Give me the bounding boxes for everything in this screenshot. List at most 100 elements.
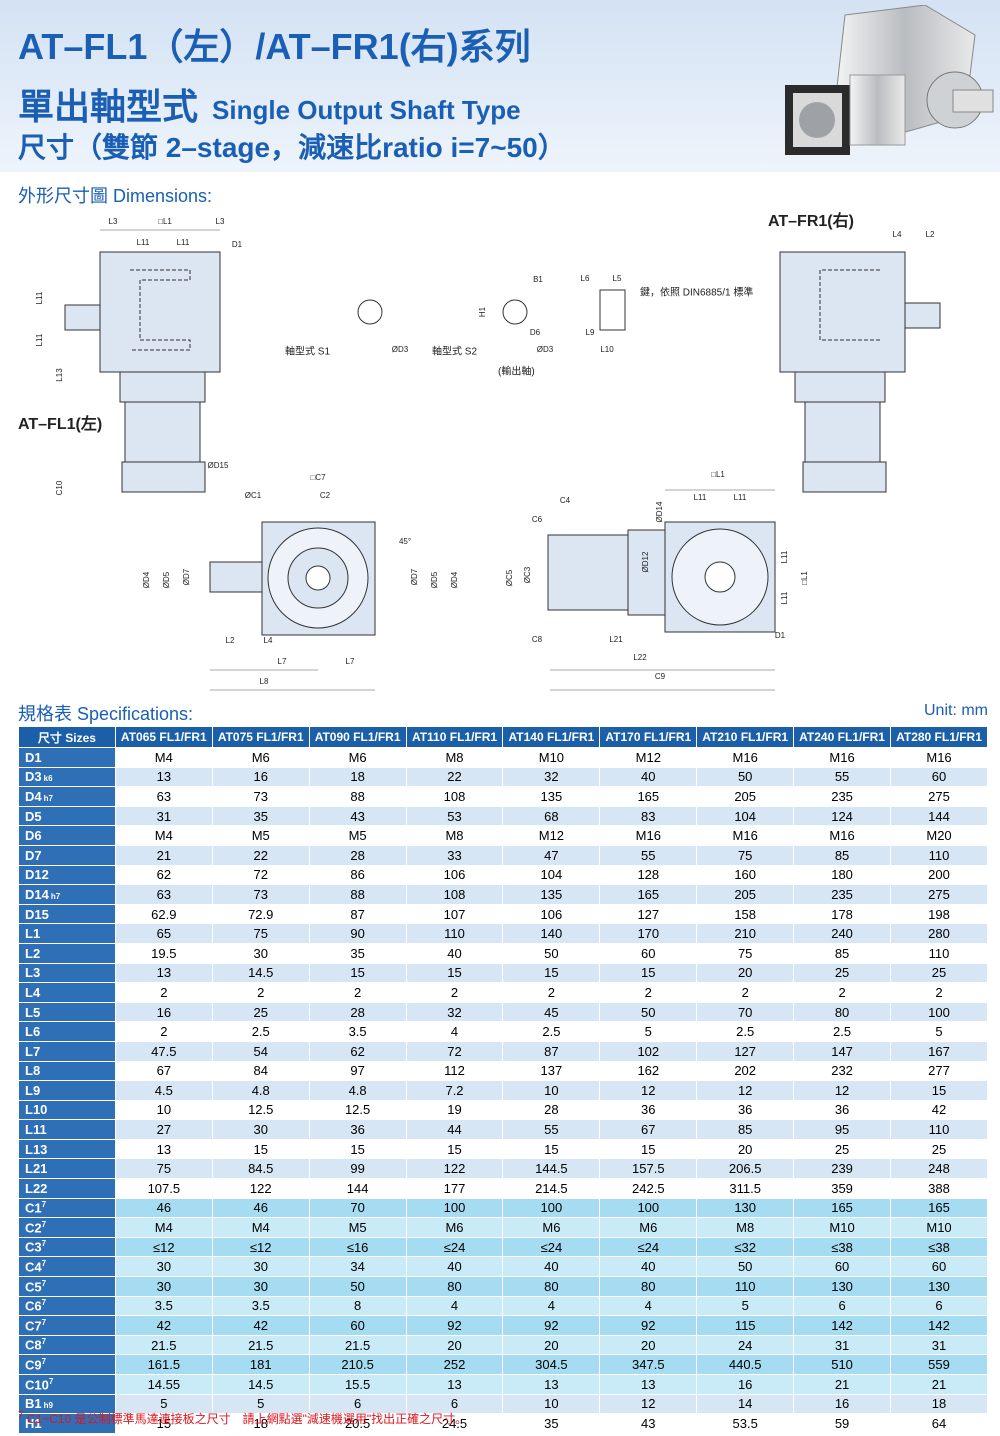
table-cell: 2	[308, 982, 407, 1003]
subtitle2: 尺寸（雙節 2–stage，減速比ratio i=7~50）	[18, 132, 566, 163]
table-cell: 165	[890, 1197, 988, 1219]
subtitle-cn: 單出軸型式	[18, 86, 199, 127]
row-label: L7	[18, 1040, 116, 1062]
table-cell: 165	[793, 1197, 892, 1219]
table-cell: 205	[696, 884, 795, 905]
table-cell: M5	[308, 1217, 407, 1238]
table-cell: 135	[502, 786, 601, 807]
table-cell: 20	[502, 1334, 601, 1356]
table-cell: 88	[308, 786, 407, 807]
spec-table: 尺寸 Sizes AT065 FL1/FR1 AT075 FL1/FR1 AT090 …	[18, 726, 988, 1434]
table-cell: 33	[405, 844, 504, 866]
table-cell: 107	[405, 903, 504, 925]
table-cell: 144	[308, 1178, 407, 1199]
drawing-label: L3	[216, 217, 225, 226]
table-cell: 2	[599, 982, 698, 1003]
header-row: 尺寸 Sizes AT065 FL1/FR1 AT075 FL1/FR1 AT090 …	[18, 726, 988, 748]
table-cell: 157.5	[599, 1158, 698, 1180]
table-cell: 122	[405, 1158, 504, 1180]
table-cell: 8	[308, 1295, 407, 1317]
table-cell: M5	[308, 825, 407, 846]
table-cell: 559	[890, 1354, 988, 1375]
table-cell: 99	[308, 1158, 407, 1180]
table-cell: 34	[308, 1256, 407, 1278]
table-cell: 40	[502, 1256, 601, 1278]
row-label-sub: h7	[50, 891, 61, 901]
table-cell: 13	[114, 962, 213, 984]
table-cell: 15	[502, 962, 601, 984]
table-cell: 202	[696, 1060, 795, 1082]
table-cell: M8	[405, 825, 504, 846]
table-cell: 127	[696, 1040, 795, 1062]
drawing-label: ØD5	[430, 571, 439, 588]
table-cell: 60	[890, 1256, 988, 1278]
table-cell: 43	[308, 805, 407, 827]
title: AT–FL1（左）/AT–FR1(右)系列	[18, 26, 531, 67]
table-row: C17 46 46 70 100 100 100 130 165 165	[18, 1197, 988, 1219]
table-cell: 70	[308, 1197, 407, 1219]
drawing-label: 鍵，依照 DIN6885/1 標準	[640, 286, 753, 299]
drawing-label: □L1	[800, 571, 809, 585]
table-cell: 124	[793, 805, 892, 827]
row-label: L9	[18, 1080, 116, 1101]
table-cell: 210	[696, 923, 795, 944]
table-cell: 80	[502, 1276, 601, 1297]
drawing-label: L11	[177, 238, 190, 247]
drawing-label: ØC5	[505, 569, 514, 586]
table-cell: 73	[211, 786, 310, 807]
table-cell: 167	[890, 1040, 988, 1062]
row-label-text: C4	[25, 1259, 42, 1275]
table-cell: 14.55	[114, 1374, 213, 1395]
table-cell: M6	[502, 1217, 601, 1238]
table-cell: ≤24	[599, 1236, 698, 1258]
table-cell: 63	[114, 786, 213, 807]
table-cell: 62.9	[114, 903, 213, 925]
table-cell: M16	[793, 747, 892, 768]
table-cell: 137	[502, 1060, 601, 1082]
table-cell: 127	[599, 903, 698, 925]
table-cell: 19.5	[114, 942, 213, 964]
table-cell: M6	[308, 747, 407, 768]
table-row: H1 15 18 20.5 24.5 35 43 53.5 59 64	[18, 1413, 988, 1434]
table-cell: 2.5	[211, 1021, 310, 1042]
table-cell: 275	[890, 786, 988, 807]
table-cell: 68	[502, 805, 601, 827]
table-cell: 75	[696, 844, 795, 866]
row-label: B1 h9	[18, 1393, 116, 1415]
table-cell: 178	[793, 903, 892, 925]
drawing-label: (輸出軸)	[498, 365, 535, 378]
table-cell: 252	[405, 1354, 504, 1375]
drawing-label: L2	[926, 230, 935, 239]
table-row: L4 2 2 2 2 2 2 2 2 2	[18, 982, 988, 1003]
row-label-text: C10	[25, 1376, 49, 1392]
table-cell: 19	[405, 1099, 504, 1121]
table-row: C27 M4 M4 M5 M6 M6 M6 M8 M10 M10	[18, 1217, 988, 1238]
table-cell: 6	[793, 1295, 892, 1317]
table-cell: 144	[890, 805, 988, 827]
header-cell: AT110 FL1/FR1	[405, 726, 504, 748]
drawing-label: L22	[633, 653, 647, 662]
drawing-label: □L1	[711, 470, 725, 479]
table-cell: 15	[502, 1138, 601, 1160]
table-cell: 5	[599, 1021, 698, 1042]
table-row: L10 10 12.5 12.5 19 28 36 36 36 42	[18, 1099, 988, 1121]
row-label-text: D3	[25, 769, 42, 785]
table-cell: 36	[308, 1119, 407, 1140]
table-cell: 16	[211, 766, 310, 788]
table-cell: 84.5	[211, 1158, 310, 1180]
table-cell: ≤12	[211, 1236, 310, 1258]
table-cell: 42	[890, 1099, 988, 1121]
table-cell: 2	[696, 982, 795, 1003]
drawing-label: L4	[893, 230, 902, 239]
row-label: D6	[18, 825, 116, 846]
table-row: L2 19.5 30 35 40 50 60 75 85 110	[18, 942, 988, 964]
row-label-sup: 7	[41, 1219, 47, 1229]
drawing-label: L5	[613, 274, 622, 283]
table-cell: M10	[502, 747, 601, 768]
table-cell: 6	[890, 1295, 988, 1317]
table-cell: 25	[211, 1001, 310, 1023]
drawing-label: ØD3	[537, 345, 554, 354]
table-row: L5 16 25 28 32 45 50 70 80 100	[18, 1001, 988, 1023]
table-cell: M8	[405, 747, 504, 768]
row-label: L1	[18, 923, 116, 944]
